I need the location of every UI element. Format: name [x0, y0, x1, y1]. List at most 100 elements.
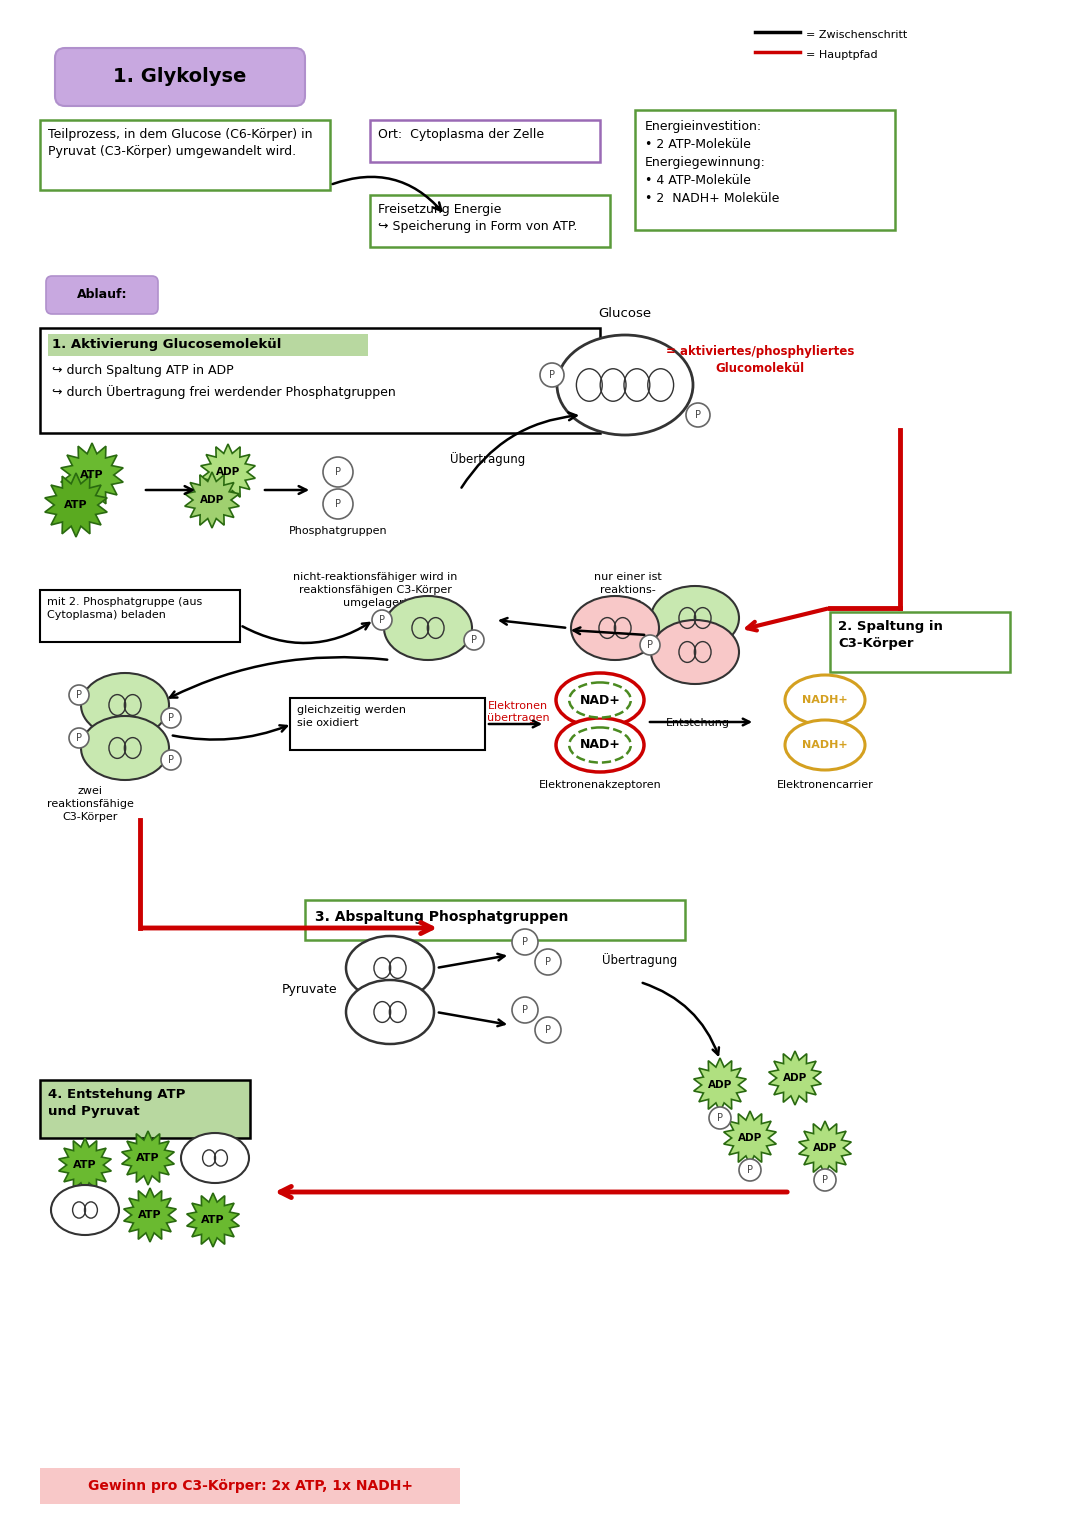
- Polygon shape: [60, 443, 123, 507]
- Circle shape: [512, 997, 538, 1023]
- Ellipse shape: [651, 586, 739, 651]
- Text: NAD+: NAD+: [580, 693, 620, 707]
- Ellipse shape: [81, 673, 168, 738]
- Text: P: P: [522, 1005, 528, 1015]
- Circle shape: [372, 609, 392, 631]
- Text: Elektronen
übertragen: Elektronen übertragen: [487, 701, 550, 724]
- Polygon shape: [201, 444, 255, 499]
- Bar: [291, 698, 485, 750]
- Text: nur einer ist
reaktions-
fähig: nur einer ist reaktions- fähig: [594, 573, 662, 608]
- Circle shape: [69, 686, 89, 705]
- Text: 1. Aktivierung Glucosemolekül: 1. Aktivierung Glucosemolekül: [52, 337, 282, 351]
- Circle shape: [535, 1017, 561, 1043]
- Ellipse shape: [556, 673, 644, 727]
- Ellipse shape: [81, 716, 168, 780]
- Text: Phosphatgruppen: Phosphatgruppen: [288, 525, 388, 536]
- Circle shape: [640, 635, 660, 655]
- Text: P: P: [471, 635, 477, 644]
- Text: ADP: ADP: [813, 1144, 837, 1153]
- Text: Freisetzung Energie
↪ Speicherung in Form von ATP.: Freisetzung Energie ↪ Speicherung in For…: [378, 203, 578, 234]
- Ellipse shape: [51, 1185, 119, 1235]
- Text: Ort:  Cytoplasma der Zelle: Ort: Cytoplasma der Zelle: [378, 128, 544, 140]
- Bar: [40, 121, 330, 189]
- Bar: [370, 121, 600, 162]
- Text: P: P: [545, 957, 551, 967]
- Text: P: P: [335, 467, 341, 476]
- Text: P: P: [545, 1025, 551, 1035]
- Text: ADP: ADP: [707, 1080, 732, 1090]
- Bar: [370, 195, 610, 247]
- Text: 1. Glykolyse: 1. Glykolyse: [113, 67, 246, 87]
- Text: Entstehung: Entstehung: [666, 718, 730, 728]
- Bar: [635, 110, 895, 231]
- Bar: [831, 612, 1010, 672]
- Text: Elektronencarrier: Elektronencarrier: [777, 780, 874, 789]
- Text: ATP: ATP: [136, 1153, 160, 1164]
- Bar: [40, 1467, 460, 1504]
- Text: ATP: ATP: [138, 1209, 162, 1220]
- Circle shape: [512, 928, 538, 954]
- Polygon shape: [724, 1112, 777, 1165]
- Text: ATP: ATP: [64, 499, 87, 510]
- Text: ATP: ATP: [73, 1161, 97, 1170]
- FancyBboxPatch shape: [55, 47, 305, 105]
- Polygon shape: [185, 472, 240, 528]
- Bar: [40, 1080, 249, 1138]
- Ellipse shape: [785, 675, 865, 725]
- Text: = Hauptpfad: = Hauptpfad: [806, 50, 878, 60]
- Polygon shape: [44, 473, 107, 538]
- Circle shape: [708, 1107, 731, 1128]
- Circle shape: [161, 709, 181, 728]
- Ellipse shape: [181, 1133, 249, 1183]
- Circle shape: [540, 363, 564, 386]
- Text: P: P: [76, 733, 82, 744]
- Text: P: P: [168, 754, 174, 765]
- Text: = aktiviertes/phosphyliertes
Glucomolekül: = aktiviertes/phosphyliertes Glucomolekü…: [665, 345, 854, 376]
- Text: Ablauf:: Ablauf:: [77, 289, 127, 301]
- Bar: [305, 899, 685, 941]
- Text: nicht-reaktionsfähiger wird in
reaktionsfähigen C3-Körper
umgelagert: nicht-reaktionsfähiger wird in reaktions…: [293, 573, 457, 608]
- Text: NADH+: NADH+: [802, 741, 848, 750]
- Circle shape: [323, 457, 353, 487]
- Ellipse shape: [569, 727, 631, 762]
- Text: Elektronenakzeptoren: Elektronenakzeptoren: [539, 780, 661, 789]
- Ellipse shape: [651, 620, 739, 684]
- Text: Energieinvestition:
• 2 ATP-Moleküle
Energiegewinnung:
• 4 ATP-Moleküle
• 2  NAD: Energieinvestition: • 2 ATP-Moleküle Ene…: [645, 121, 780, 205]
- Circle shape: [161, 750, 181, 770]
- Text: 2. Spaltung in
C3-Körper: 2. Spaltung in C3-Körper: [838, 620, 943, 651]
- Text: ↪ durch Spaltung ATP in ADP: ↪ durch Spaltung ATP in ADP: [52, 363, 233, 377]
- Text: P: P: [76, 690, 82, 699]
- Ellipse shape: [557, 334, 693, 435]
- Text: P: P: [549, 370, 555, 380]
- Text: Übertragung: Übertragung: [603, 953, 677, 967]
- Text: Gewinn pro C3-Körper: 2x ATP, 1x NADH+: Gewinn pro C3-Körper: 2x ATP, 1x NADH+: [87, 1480, 413, 1493]
- Text: Teilprozess, in dem Glucose (C6-Körper) in
Pyruvat (C3-Körper) umgewandelt wird.: Teilprozess, in dem Glucose (C6-Körper) …: [48, 128, 312, 157]
- Text: = Zwischenschritt: = Zwischenschritt: [806, 31, 907, 40]
- Text: ATP: ATP: [201, 1215, 225, 1225]
- Polygon shape: [124, 1188, 176, 1241]
- Text: P: P: [747, 1165, 753, 1174]
- Circle shape: [535, 948, 561, 976]
- Text: Glucose: Glucose: [598, 307, 651, 321]
- Circle shape: [69, 728, 89, 748]
- Ellipse shape: [571, 596, 659, 660]
- Circle shape: [323, 489, 353, 519]
- Text: P: P: [522, 938, 528, 947]
- Text: ↪ durch Übertragung frei werdender Phosphatgruppen: ↪ durch Übertragung frei werdender Phosp…: [52, 385, 395, 399]
- Text: P: P: [168, 713, 174, 722]
- Text: 3. Abspaltung Phosphatgruppen: 3. Abspaltung Phosphatgruppen: [315, 910, 568, 924]
- Text: ATP: ATP: [80, 470, 104, 479]
- Ellipse shape: [346, 980, 434, 1044]
- Text: Übertragung: Übertragung: [450, 452, 525, 466]
- Bar: [40, 328, 600, 434]
- Circle shape: [739, 1159, 761, 1180]
- Text: P: P: [379, 615, 384, 625]
- Bar: [48, 334, 368, 356]
- Circle shape: [814, 1170, 836, 1191]
- Text: P: P: [335, 499, 341, 508]
- Ellipse shape: [785, 721, 865, 770]
- Text: mit 2. Phosphatgruppe (aus
Cytoplasma) beladen: mit 2. Phosphatgruppe (aus Cytoplasma) b…: [48, 597, 202, 620]
- Text: gleichzeitig werden
sie oxidiert: gleichzeitig werden sie oxidiert: [297, 705, 406, 728]
- Polygon shape: [769, 1051, 821, 1106]
- Ellipse shape: [556, 718, 644, 773]
